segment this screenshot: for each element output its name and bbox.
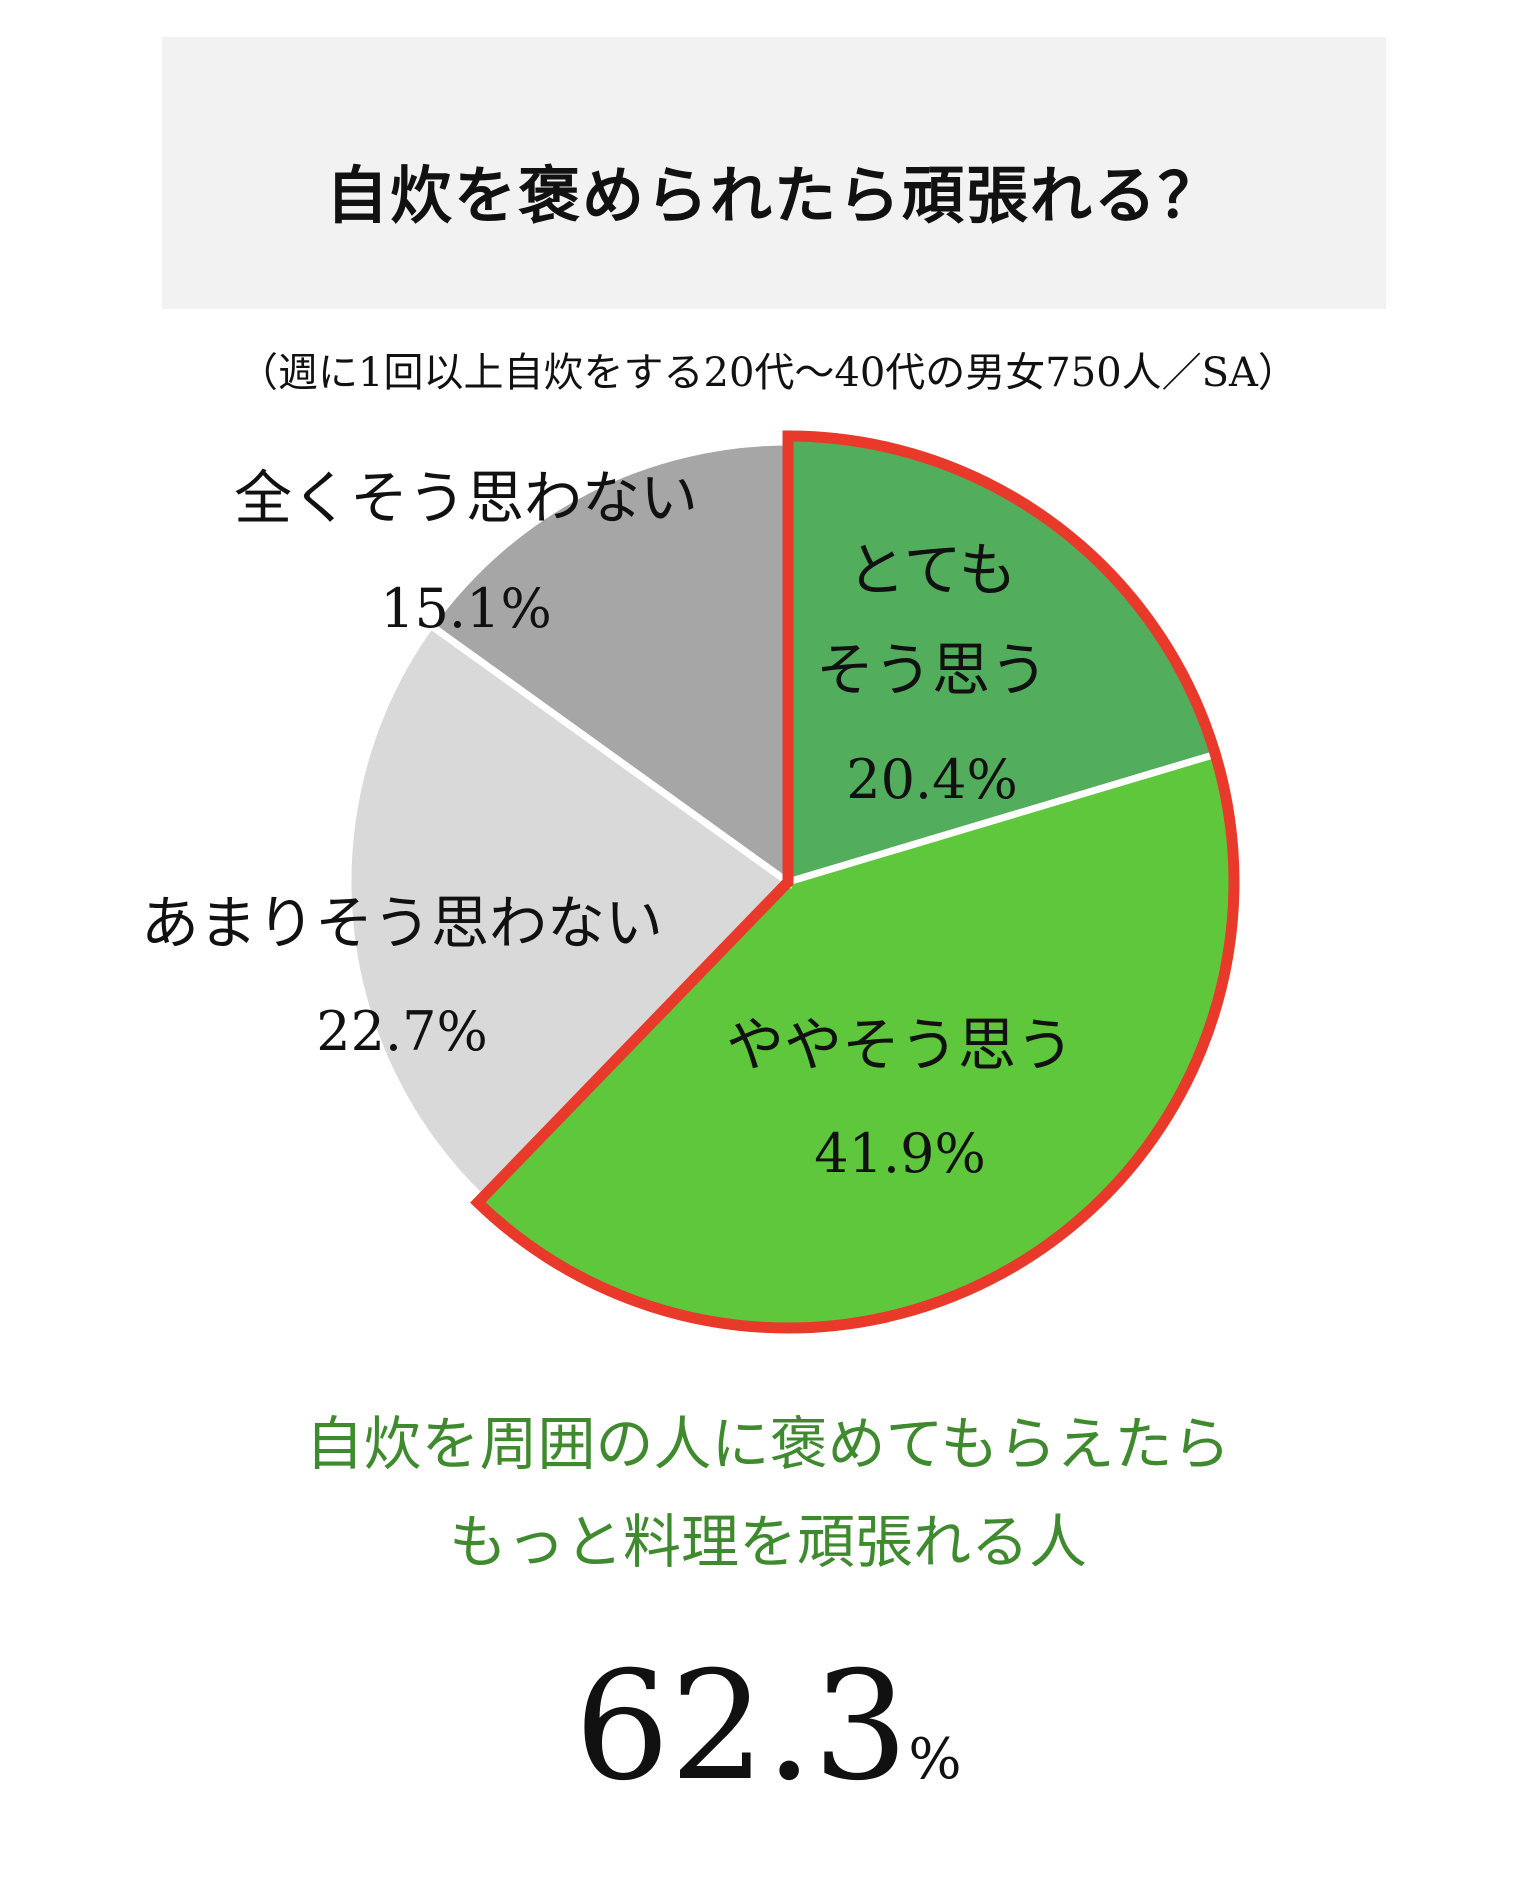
slice-category-label-1: そう思う bbox=[816, 636, 1048, 704]
highlight-line-1: 自炊を周囲の人に褒めてもらえたら bbox=[305, 1410, 1231, 1478]
pie-slice-3 bbox=[344, 620, 794, 1204]
highlight-outline bbox=[470, 430, 1240, 1334]
total-percentage: 62.3% bbox=[0, 1640, 1536, 1814]
chart-title: 自炊を褒められたら頑張れる？ bbox=[325, 159, 1222, 232]
slice-category-label-3: あまりそう思わない bbox=[141, 889, 663, 957]
total-value: 62.3 bbox=[574, 1640, 909, 1814]
title-box: 自炊を褒められたら頑張れる？ bbox=[162, 37, 1386, 309]
highlight-text: 自炊を周囲の人に褒めてもらえたら もっと料理を頑張れる人 bbox=[0, 1395, 1536, 1591]
highlight-line-2: もっと料理を頑張れる人 bbox=[448, 1508, 1087, 1576]
slice-value-label-2: 41.9% bbox=[814, 1122, 986, 1185]
chart-subtitle: （週に1回以上自炊をする20代～40代の男女750人／SA） bbox=[238, 350, 1298, 396]
pie-slice-4 bbox=[425, 438, 792, 889]
slice-category-label-1: とても bbox=[847, 536, 1016, 604]
slice-value-label-1: 20.4% bbox=[846, 748, 1018, 811]
slice-value-label-4: 15.1% bbox=[380, 577, 552, 640]
total-unit: % bbox=[908, 1727, 962, 1792]
slice-category-label-4: 全くそう思わない bbox=[234, 464, 698, 532]
slice-value-label-3: 22.7% bbox=[316, 1000, 488, 1063]
slice-category-label-2: ややそう思う bbox=[726, 1011, 1074, 1079]
